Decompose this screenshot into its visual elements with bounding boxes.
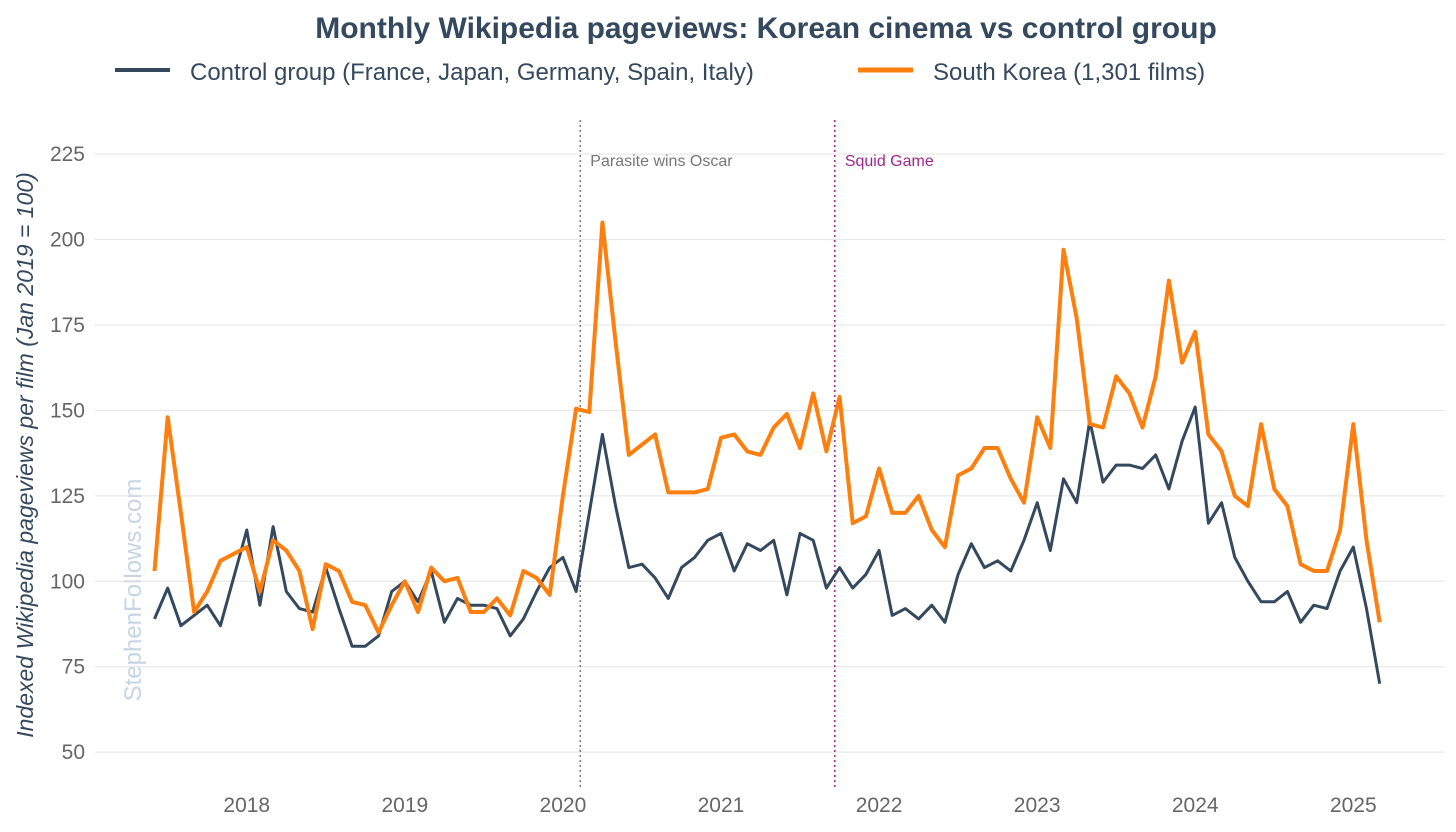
y-tick-label: 75 — [62, 656, 85, 679]
annotation-label: Parasite wins Oscar — [590, 153, 733, 170]
y-tick-label: 100 — [50, 570, 85, 593]
x-tick-label: 2021 — [698, 794, 745, 817]
series-line-korea — [152, 220, 1382, 635]
x-axis-ticks: 2018 2019 2020 2021 2022 2023 2024 2025 — [223, 794, 1376, 817]
y-axis-label: Indexed Wikipedia pageviews per film (Ja… — [12, 172, 38, 738]
series-line-control — [153, 405, 1382, 685]
y-tick-label: 200 — [50, 229, 85, 252]
legend-label-korea: South Korea (1,301 films) — [933, 59, 1205, 86]
x-tick-label: 2018 — [223, 794, 270, 817]
y-axis-ticks: 50 75 100 125 150 175 200 225 — [50, 143, 85, 764]
annotation-label: Squid Game — [845, 153, 934, 170]
y-tick-label: 175 — [50, 314, 85, 337]
x-tick-label: 2023 — [1014, 794, 1061, 817]
watermark: StephenFollows.com — [120, 479, 147, 702]
x-tick-label: 2024 — [1172, 794, 1219, 817]
y-tick-label: 150 — [50, 399, 85, 422]
annotations: Parasite wins Oscar Squid Game — [579, 120, 934, 788]
series-lines — [152, 220, 1382, 685]
gridlines — [95, 153, 1445, 753]
x-tick-label: 2025 — [1330, 794, 1377, 817]
y-tick-label: 50 — [62, 741, 85, 764]
legend: Control group (France, Japan, Germany, S… — [115, 59, 1205, 86]
x-tick-label: 2022 — [856, 794, 903, 817]
x-tick-label: 2019 — [381, 794, 428, 817]
chart-title: Monthly Wikipedia pageviews: Korean cine… — [315, 12, 1217, 45]
legend-label-control: Control group (France, Japan, Germany, S… — [190, 59, 754, 86]
x-tick-label: 2020 — [540, 794, 587, 817]
y-tick-label: 125 — [50, 485, 85, 508]
y-tick-label: 225 — [50, 143, 85, 166]
